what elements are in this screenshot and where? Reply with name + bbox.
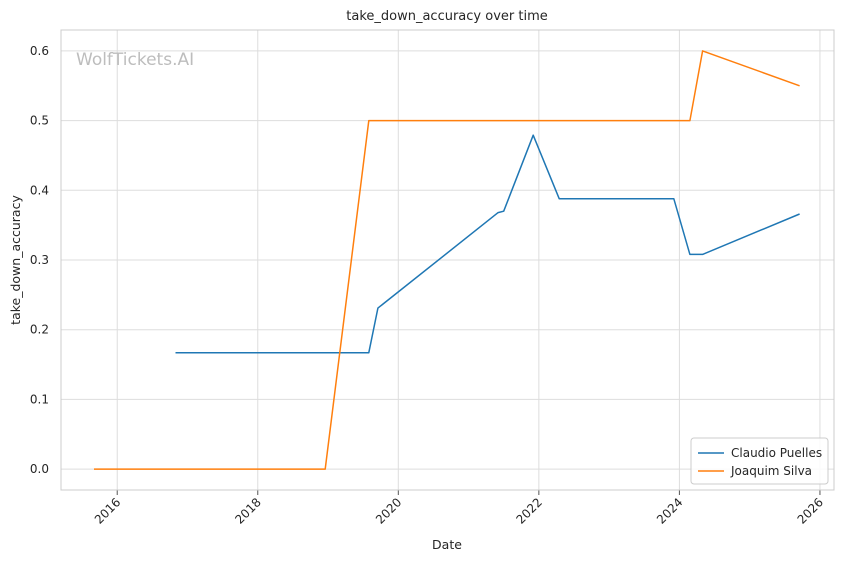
y-tick-label: 0.1 (30, 392, 49, 406)
series-line-2 (94, 50, 800, 470)
series-line-1 (175, 134, 800, 354)
x-tick-labels: 2016 2018 2020 2022 2024 2026 (92, 495, 826, 526)
legend: Claudio Puelles Joaquim Silva (690, 437, 829, 485)
legend-entry: Joaquim Silva (730, 464, 812, 478)
y-tick-label: 0.3 (30, 253, 49, 267)
y-tick-label: 0.6 (30, 44, 49, 58)
x-tick-label: 2020 (373, 495, 404, 526)
watermark-text: WolfTickets.AI (76, 50, 194, 70)
legend-box (690, 437, 829, 485)
x-tick-label: 2016 (92, 495, 123, 526)
chart-title: take_down_accuracy over time (346, 9, 547, 24)
y-tick-label: 0.0 (30, 462, 49, 476)
x-axis-title: Date (432, 537, 462, 552)
y-tick-label: 0.2 (30, 323, 49, 337)
plot-frame (60, 29, 835, 491)
y-axis-title: take_down_accuracy (8, 195, 23, 325)
x-tick-label: 2018 (232, 495, 263, 526)
x-tick-label: 2024 (654, 495, 685, 526)
y-tick-label: 0.4 (30, 183, 49, 197)
y-tick-labels: 0.0 0.1 0.2 0.3 0.4 0.5 0.6 (30, 44, 49, 476)
x-tick-label: 2022 (513, 495, 544, 526)
y-tick-label: 0.5 (30, 114, 49, 128)
x-tick-label: 2026 (795, 495, 826, 526)
series-layer (94, 50, 800, 470)
legend-entry: Claudio Puelles (731, 446, 822, 460)
grid-layer (61, 30, 834, 495)
